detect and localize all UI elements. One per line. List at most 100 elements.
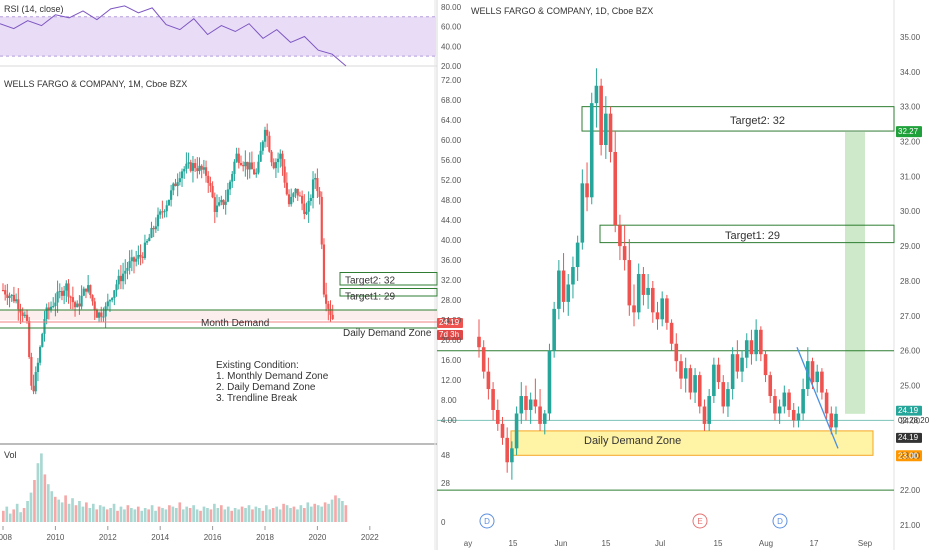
month-candle-body (185, 163, 188, 169)
month-candle-body (167, 199, 171, 206)
volume-bar (213, 503, 216, 522)
volume-bar (206, 508, 209, 522)
right-x-tick: Sep (858, 539, 873, 548)
month-candle-body (176, 182, 179, 187)
right-y-tick: 29.00 (900, 242, 921, 251)
volume-bar (230, 510, 234, 522)
right-price-tag-bg (896, 405, 922, 416)
month-candle-body (28, 320, 31, 357)
left-x-tick: 2020 (309, 533, 327, 542)
month-candle-body (252, 169, 256, 175)
month-candle-body (36, 362, 40, 373)
month-candle-body (318, 191, 321, 197)
rsi-band (0, 16, 436, 57)
volume-bar (309, 506, 313, 522)
volume-bar (112, 503, 116, 522)
day-candle-body (773, 396, 777, 414)
day-candle-body (547, 350, 552, 414)
month-candle-body (80, 295, 83, 307)
day-candle-body (594, 85, 599, 104)
month-candle-body (320, 196, 323, 245)
day-candle-body (486, 371, 491, 390)
day-candle-body (712, 364, 716, 397)
month-candle-body (43, 319, 46, 334)
month-candle-body (23, 314, 26, 316)
day-candle-body (679, 361, 683, 379)
day-candle-body (763, 354, 768, 376)
right-y-tick: 31.00 (900, 172, 921, 181)
rsi-line (0, 5, 347, 67)
volume-bar (105, 509, 109, 522)
month-candle-body (281, 153, 284, 167)
month-candle-body (325, 294, 328, 304)
volume-bar (303, 508, 306, 522)
month-candle-body (6, 294, 9, 298)
volume-bar (271, 508, 275, 522)
volume-bar (109, 508, 112, 522)
month-candle-body (296, 188, 299, 196)
left-target2-box (339, 272, 438, 286)
day-candle-body (669, 322, 674, 344)
left-timer-tag-bg (437, 330, 463, 340)
volume-bar (164, 509, 168, 522)
month-candle-body (327, 303, 330, 309)
month-candle-body (290, 196, 293, 205)
volume-bar (140, 510, 144, 522)
right-y-tick: 33.00 (900, 103, 921, 112)
day-candle-body (500, 423, 505, 438)
month-candle-body (95, 310, 98, 318)
volume-bar (74, 505, 78, 522)
month-candle-body (244, 161, 247, 167)
day-candle-body (477, 336, 481, 348)
month-candle-body (263, 129, 267, 142)
daily-demand-zone (510, 430, 874, 456)
month-candle-body (287, 194, 291, 205)
target-price-tag: 32.27 (898, 127, 919, 136)
volume-bar (88, 508, 92, 522)
month-candle-body (228, 181, 232, 190)
right-x-tick: 15 (602, 539, 611, 548)
day-candle-body (693, 375, 697, 393)
month-candle-body (106, 301, 109, 307)
volume-bar (226, 506, 230, 522)
month-candle-body (4, 290, 7, 295)
day-candle-body (514, 413, 519, 449)
month-candle-body (202, 167, 205, 170)
left-y-tick: 4.00 (441, 416, 457, 425)
day-candle-body (599, 85, 603, 145)
left-target1-label: Target1: 29 (345, 292, 395, 303)
volume-bar (67, 503, 71, 522)
left-y-tick: 48.00 (441, 196, 462, 205)
volume-bar (150, 505, 154, 522)
month-candle-body (76, 303, 79, 308)
left-price-tag-bg (437, 318, 463, 328)
volume-bar (29, 492, 33, 522)
day-candle-body (524, 396, 528, 410)
day-candle-body (740, 357, 744, 372)
right-y-tick: 24.00 (900, 416, 921, 425)
volume-bar (33, 480, 36, 522)
day-candle-body (608, 113, 613, 152)
volume-bar (64, 495, 67, 522)
month-candle-body (93, 301, 96, 311)
month-candle-body (71, 297, 74, 303)
month-candle-body (207, 175, 210, 184)
timer-tag-bg (896, 415, 926, 426)
month-candle-body (143, 242, 147, 258)
month-candle-body (220, 199, 223, 203)
day-candle-body (580, 183, 585, 243)
day-candle-body (824, 392, 829, 414)
volume-bar (8, 513, 12, 522)
month-candle-body (65, 283, 68, 291)
day-candle-body (651, 287, 655, 313)
timer-tag: 02:28:20 (898, 416, 930, 425)
month-candle-body (294, 188, 297, 194)
volume-bar (244, 508, 247, 522)
close-price-tag: 24.19 (898, 433, 919, 442)
existing-condition-item: 3. Trendline Break (216, 393, 298, 404)
left-y-tick: 8.00 (441, 396, 457, 405)
volume-bar (330, 499, 334, 522)
day-candle-body (834, 413, 838, 428)
month-candle-body (115, 284, 118, 291)
